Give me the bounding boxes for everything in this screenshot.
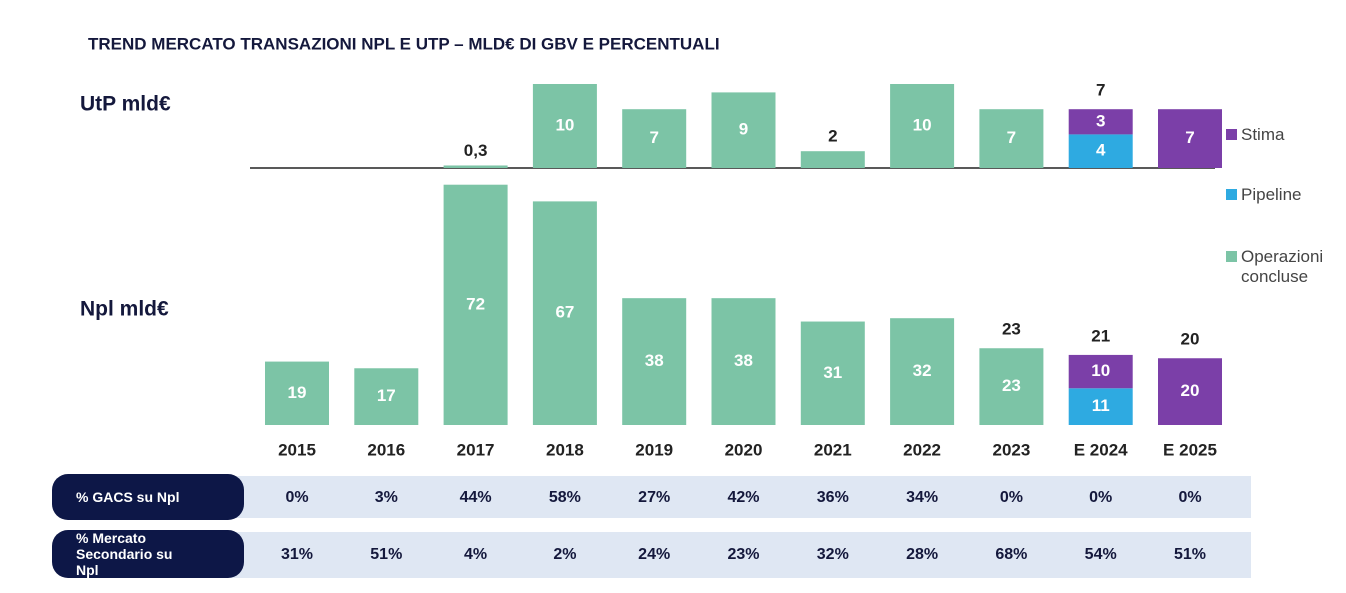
row-value: 4% [464,546,487,563]
x-tick-label: 2015 [278,440,316,459]
data-label: 17 [377,386,396,405]
x-tick-label: 2020 [725,440,763,459]
data-label: 3 [1096,111,1105,130]
row-value: 51% [1174,546,1206,563]
data-label: 4 [1096,141,1106,160]
legend-label: Stima [1241,125,1285,144]
row-background [215,476,1251,518]
x-tick-label: E 2024 [1074,440,1128,459]
row-value: 58% [549,489,581,506]
data-label: 7 [649,128,658,147]
x-tick-label: 2022 [903,440,941,459]
legend-swatch [1226,251,1237,262]
data-label: 19 [288,383,307,402]
x-tick-label: 2019 [635,440,673,459]
row-value: 3% [375,489,398,506]
bar [800,151,865,168]
bar [979,109,1044,168]
data-label: 0,3 [464,141,488,160]
row-value: 36% [817,489,849,506]
x-tick-label: 2017 [457,440,495,459]
data-label: 67 [555,303,574,322]
legend-swatch [1226,189,1237,200]
total-label: 20 [1181,330,1200,349]
bar [800,321,865,425]
row-value: 31% [281,546,313,563]
bar [711,298,776,425]
row-value: 32% [817,546,849,563]
data-label: 31 [823,363,842,382]
data-label: 38 [734,351,753,370]
data-label: 2 [828,127,837,146]
row-label: % Mercato Secondario su Npl [52,530,244,578]
bar [979,348,1044,425]
bar [622,298,687,425]
row-value: 44% [460,489,492,506]
chart-title: TREND MERCATO TRANSAZIONI NPL E UTP – ML… [88,34,720,53]
panel-label: UtP mld€ [80,93,171,116]
data-label: 9 [739,120,748,139]
legend-item: Stima [1226,125,1341,145]
legend-label: Operazioni concluse [1241,247,1324,286]
x-tick-label: 2021 [814,440,852,459]
row-value: 0% [285,489,308,506]
legend-item: Pipeline [1226,185,1341,205]
row-value: 0% [1000,489,1023,506]
row-value: 27% [638,489,670,506]
data-label: 20 [1181,381,1200,400]
data-label: 23 [1002,376,1021,395]
row-value: 51% [370,546,402,563]
bar [1068,388,1133,425]
row-value: 2% [553,546,576,563]
total-label: 21 [1091,326,1110,345]
legend-label: Pipeline [1241,185,1302,204]
row-value: 34% [906,489,938,506]
data-label: 10 [1091,361,1110,380]
bar [1158,109,1222,168]
data-label: 38 [645,351,664,370]
legend-item: Operazioni concluse [1226,247,1341,287]
bar [265,361,329,425]
data-label: 7 [1007,128,1016,147]
total-label: 23 [1002,320,1021,339]
total-label: 7 [1096,81,1105,100]
legend-swatch [1226,129,1237,140]
x-tick-label: 2016 [367,440,405,459]
bar [1068,134,1133,168]
x-tick-label: 2023 [992,440,1030,459]
row-value: 24% [638,546,670,563]
row-value: 23% [727,546,759,563]
row-value: 28% [906,546,938,563]
panel-label: Npl mld€ [80,298,169,321]
bar [1068,109,1133,135]
data-label: 10 [555,115,574,134]
bar [532,84,597,168]
bar [711,92,776,168]
bar [622,109,687,168]
bar [354,368,419,425]
bar [443,184,508,425]
bar [532,201,597,425]
bar [1158,358,1222,425]
bar [1068,354,1133,389]
row-value: 54% [1085,546,1117,563]
row-label: % GACS su Npl [52,474,244,520]
bar [890,318,955,425]
row-value: 0% [1089,489,1112,506]
data-label: 11 [1092,396,1110,415]
row-value: 0% [1178,489,1201,506]
bar [890,84,955,168]
x-tick-label: E 2025 [1163,440,1217,459]
row-background [215,532,1251,578]
x-tick-label: 2018 [546,440,584,459]
bar [443,165,508,168]
data-label: 10 [913,115,932,134]
data-label: 72 [466,294,485,313]
row-value: 68% [995,546,1027,563]
row-value: 42% [727,489,759,506]
data-label: 7 [1185,128,1194,147]
data-label: 32 [913,361,932,380]
